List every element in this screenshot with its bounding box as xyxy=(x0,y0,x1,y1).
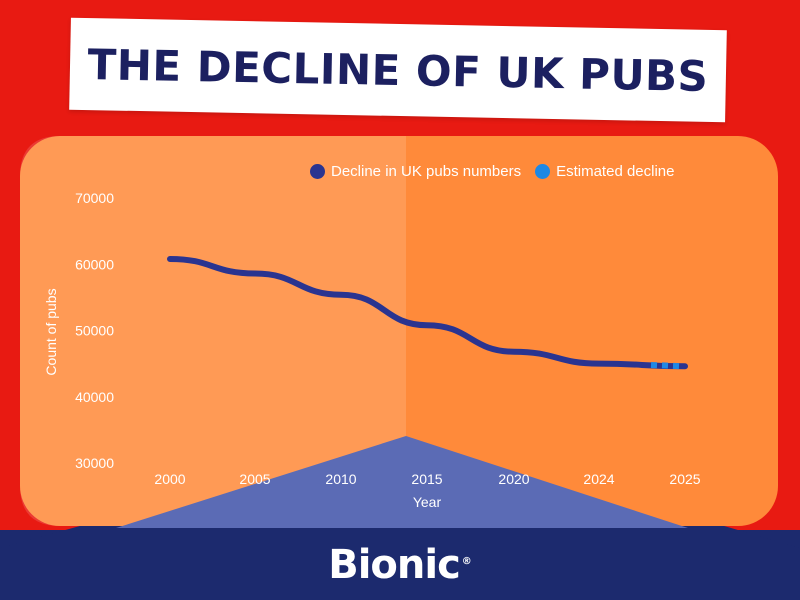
panel-light-half xyxy=(20,136,406,526)
blue-triangle xyxy=(116,436,688,528)
chart-panel xyxy=(20,136,778,526)
legend-item-decline: Decline in UK pubs numbers xyxy=(310,163,521,180)
y-tick-label: 30000 xyxy=(75,455,114,471)
x-tick-label: 2015 xyxy=(411,471,442,487)
registered-mark: ® xyxy=(461,555,472,567)
chart-legend: Decline in UK pubs numbers Estimated dec… xyxy=(310,158,675,184)
x-tick-label: 2010 xyxy=(325,471,356,487)
series-line-decline xyxy=(167,255,688,370)
legend-item-estimated: Estimated decline xyxy=(535,162,675,180)
y-tick-label: 60000 xyxy=(75,256,114,272)
y-tick-label: 70000 xyxy=(75,190,114,206)
x-tick-label: 2000 xyxy=(154,471,185,487)
x-tick-label: 2020 xyxy=(498,471,529,487)
legend-dot-decline xyxy=(310,163,325,179)
x-tick-label: 2025 xyxy=(669,471,700,487)
x-axis-label: Year xyxy=(413,494,442,510)
brand-name: Bionic xyxy=(328,542,461,588)
x-tick-label: 2024 xyxy=(583,471,614,487)
y-tick-label: 50000 xyxy=(75,323,114,339)
legend-label-estimated: Estimated decline xyxy=(556,162,675,180)
legend-label-decline: Decline in UK pubs numbers xyxy=(331,162,522,180)
y-tick-label: 40000 xyxy=(75,389,114,405)
brand-logo: Bionic ® xyxy=(0,540,800,590)
legend-dot-estimated xyxy=(535,163,551,179)
series-line-estimated xyxy=(650,361,684,370)
y-axis-label: Count of pubs xyxy=(43,288,59,375)
x-tick-label: 2005 xyxy=(239,471,270,487)
